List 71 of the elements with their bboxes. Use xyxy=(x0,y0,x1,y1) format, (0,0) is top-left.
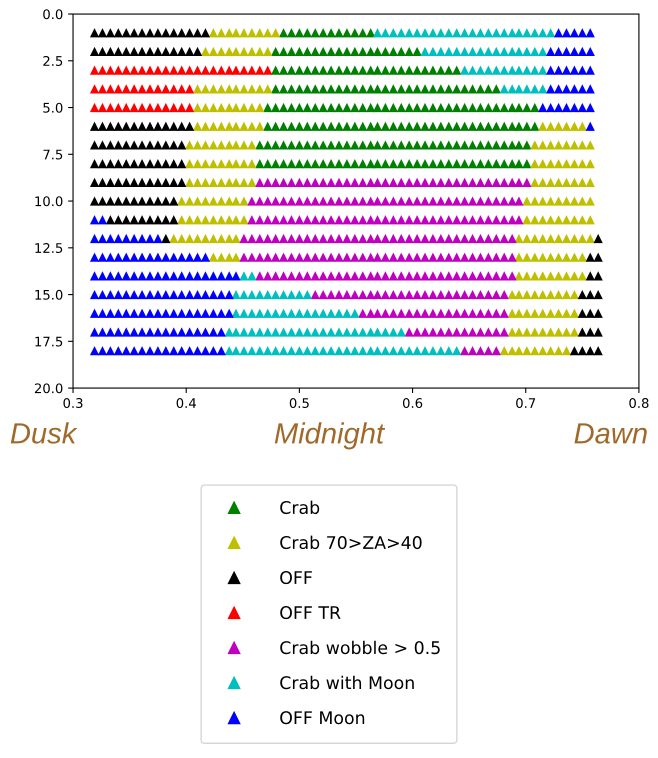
point xyxy=(122,102,131,112)
point xyxy=(90,102,100,112)
point xyxy=(130,102,139,112)
x-tick-label: 0.8 xyxy=(629,398,649,408)
point xyxy=(137,102,147,112)
point xyxy=(98,84,108,94)
point xyxy=(169,66,178,75)
y-tick-label: 12.5 xyxy=(35,243,62,254)
point xyxy=(145,102,155,112)
x-tick-label: 0.7 xyxy=(516,398,536,408)
y-tick-label: 5.0 xyxy=(43,102,62,113)
x-tick-label: 0.5 xyxy=(290,398,309,408)
point xyxy=(161,102,170,112)
legend-label: OFF TR xyxy=(280,606,341,620)
legend-label: Crab with Moon xyxy=(280,676,414,690)
x-tick-label: 0.6 xyxy=(402,398,422,408)
point xyxy=(98,102,108,112)
y-tick-label: 17.5 xyxy=(35,336,62,347)
y-tick-label: 20.0 xyxy=(34,383,62,394)
point xyxy=(122,84,131,94)
point xyxy=(130,66,139,75)
point xyxy=(145,66,155,75)
point xyxy=(185,66,194,75)
x-tick-label: 0.4 xyxy=(176,398,196,408)
point xyxy=(90,84,100,94)
point xyxy=(200,66,210,75)
point xyxy=(177,84,186,94)
x-tick-label: 0.3 xyxy=(63,398,82,408)
point xyxy=(169,102,178,112)
legend-label: OFF Moon xyxy=(280,711,364,724)
point xyxy=(161,66,170,75)
point xyxy=(130,84,139,94)
text: Midnight xyxy=(274,422,386,450)
point xyxy=(231,66,241,75)
point xyxy=(106,84,115,94)
point xyxy=(106,102,115,112)
point xyxy=(239,66,249,75)
point xyxy=(145,84,155,94)
point xyxy=(185,102,194,112)
legend-label: Crab wobble > 0.5 xyxy=(280,640,440,654)
y-tick-label: 0.0 xyxy=(43,9,62,20)
legend-label: Crab xyxy=(280,500,320,514)
point xyxy=(161,84,170,94)
y-tick-label: 15.0 xyxy=(35,290,62,300)
point xyxy=(122,66,131,75)
point xyxy=(98,66,108,75)
legend-label: OFF xyxy=(280,571,312,584)
point xyxy=(90,66,100,75)
point xyxy=(192,66,202,75)
legend-label: Crab 70>ZA>40 xyxy=(280,536,422,550)
point xyxy=(177,66,186,75)
point xyxy=(137,66,147,75)
text: Dusk xyxy=(10,422,78,444)
point xyxy=(185,84,194,94)
point xyxy=(169,84,178,94)
point xyxy=(114,84,123,94)
point xyxy=(114,66,123,75)
point xyxy=(153,66,163,75)
point xyxy=(114,102,123,112)
point xyxy=(263,66,272,75)
y-tick-label: 7.5 xyxy=(43,150,62,160)
point xyxy=(177,102,186,112)
point xyxy=(153,102,163,112)
point xyxy=(247,66,256,75)
point xyxy=(255,66,264,75)
y-tick-label: 10.0 xyxy=(35,196,62,206)
text: Dawn xyxy=(574,423,647,444)
point xyxy=(137,84,147,94)
point xyxy=(216,66,226,75)
y-tick-label: 2.5 xyxy=(43,56,62,66)
point xyxy=(153,84,163,94)
